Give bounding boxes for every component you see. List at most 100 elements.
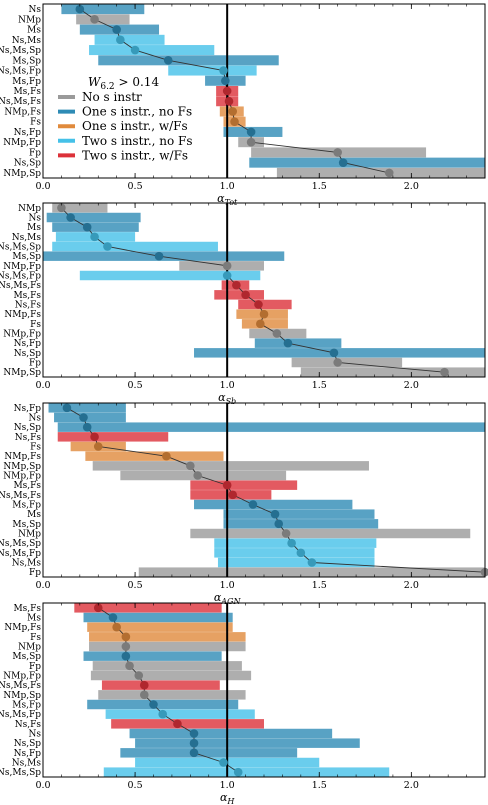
range-bar bbox=[103, 767, 390, 777]
data-point bbox=[333, 148, 342, 157]
x-tick-label: 0.0 bbox=[35, 580, 50, 591]
category-label: NMp,Fp bbox=[3, 672, 41, 682]
data-point bbox=[224, 96, 234, 106]
data-point bbox=[66, 213, 75, 222]
category-label: Ns,Ms,Fp bbox=[0, 710, 41, 720]
range-bar bbox=[92, 661, 242, 671]
panel-1: NsNMpMsNs,MsNs,Ms,SpMs,SpNs,Ms,FpMs,FpMs… bbox=[0, 3, 486, 207]
category-label: Ns bbox=[29, 214, 42, 224]
x-tick-label: 1.5 bbox=[312, 580, 327, 591]
category-label: Ns,Ms,Fp bbox=[0, 549, 41, 559]
data-point bbox=[82, 422, 92, 432]
x-tick-label: 0.0 bbox=[35, 380, 50, 391]
x-axis-title: αSb bbox=[218, 391, 236, 406]
range-bar bbox=[79, 270, 261, 281]
panel-2: NMpNsMsNs,MsNs,Ms,SpMs,SpNMp,FpNs,Ms,FpN… bbox=[0, 202, 486, 406]
data-point bbox=[162, 451, 171, 461]
data-point bbox=[230, 117, 239, 127]
data-point bbox=[173, 719, 182, 729]
x-tick-label: 1.5 bbox=[312, 380, 327, 391]
x-tick-label: 0.5 bbox=[128, 380, 143, 391]
legend-label: No s instr bbox=[82, 90, 142, 104]
range-bar bbox=[57, 432, 169, 442]
category-label: NMp,Fs bbox=[4, 310, 41, 320]
category-label: NMp,Sp bbox=[3, 691, 41, 701]
category-label: Ns,Fp bbox=[14, 128, 42, 138]
x-tick-label: 2.0 bbox=[404, 181, 419, 192]
data-point bbox=[259, 309, 269, 319]
category-label: Ms,Fp bbox=[12, 77, 41, 87]
category-label: Ns,Ms,Fp bbox=[0, 67, 41, 77]
data-point bbox=[108, 613, 118, 622]
category-label: Ns,Ms bbox=[12, 233, 42, 243]
range-bar bbox=[52, 203, 108, 213]
range-bar bbox=[52, 241, 218, 252]
range-bar bbox=[94, 34, 165, 45]
data-point bbox=[248, 500, 258, 509]
range-bar bbox=[120, 748, 298, 758]
data-point bbox=[232, 280, 241, 290]
category-label: Ms,Fs bbox=[13, 291, 41, 301]
category-label: Fs bbox=[30, 633, 41, 643]
data-point bbox=[228, 490, 237, 500]
category-label: Ms,Fs bbox=[13, 481, 41, 491]
data-point bbox=[125, 661, 134, 671]
data-point bbox=[222, 480, 232, 490]
data-point bbox=[480, 567, 488, 577]
data-point bbox=[189, 748, 199, 758]
category-label: Fs bbox=[30, 443, 41, 453]
category-label: Ms bbox=[27, 510, 41, 520]
data-point bbox=[62, 403, 72, 413]
legend-label: One s instr., no Fs bbox=[82, 105, 192, 119]
data-point bbox=[329, 348, 339, 358]
range-bar bbox=[138, 567, 485, 577]
data-point bbox=[79, 413, 88, 422]
range-bar bbox=[90, 670, 252, 681]
category-label: Ns,Fs bbox=[15, 301, 42, 311]
range-bar bbox=[76, 14, 130, 25]
x-tick-label: 0.0 bbox=[35, 181, 50, 192]
range-bar bbox=[43, 251, 285, 261]
category-label: Ns,Ms bbox=[12, 559, 42, 569]
category-label: NMp,Fp bbox=[3, 472, 41, 482]
category-label: Ms,Fp bbox=[12, 501, 41, 511]
category-label: Ms bbox=[27, 614, 41, 624]
data-point bbox=[256, 319, 265, 329]
category-label: Ns,Ms,Sp bbox=[0, 46, 41, 56]
category-label: NMp bbox=[18, 15, 41, 25]
category-label: Ns,Sp bbox=[14, 423, 42, 433]
data-point bbox=[222, 261, 232, 271]
x-tick-label: 1.5 bbox=[312, 780, 327, 791]
range-bar bbox=[135, 738, 360, 748]
range-bar bbox=[105, 709, 255, 719]
range-bar bbox=[89, 641, 246, 652]
category-label: Ns,Sp bbox=[14, 159, 42, 169]
data-point bbox=[149, 700, 158, 709]
range-bar bbox=[89, 45, 215, 56]
x-tick-label: 1.0 bbox=[220, 780, 235, 791]
data-point bbox=[281, 529, 291, 538]
category-label: NMp bbox=[18, 643, 41, 653]
data-point bbox=[130, 45, 140, 55]
legend-label: Two s instr., w/Fs bbox=[82, 148, 188, 162]
range-bar bbox=[214, 548, 375, 558]
category-label: Ns bbox=[29, 730, 42, 740]
data-point bbox=[270, 509, 280, 519]
category-label: Ms bbox=[27, 223, 41, 233]
range-bar bbox=[179, 261, 264, 271]
category-label: Ms,Sp bbox=[12, 252, 41, 262]
data-point bbox=[296, 548, 306, 558]
range-bar bbox=[241, 319, 288, 329]
x-axis-title: αAGN bbox=[214, 591, 242, 606]
data-point bbox=[254, 300, 263, 309]
range-bar bbox=[83, 651, 222, 661]
range-bar bbox=[46, 212, 141, 223]
x-axis-title: αH bbox=[220, 791, 235, 805]
data-point bbox=[112, 25, 121, 34]
data-point bbox=[93, 603, 103, 613]
category-label: Fp bbox=[29, 359, 41, 369]
data-point bbox=[219, 66, 228, 75]
data-point bbox=[233, 767, 243, 777]
data-point bbox=[163, 55, 173, 65]
